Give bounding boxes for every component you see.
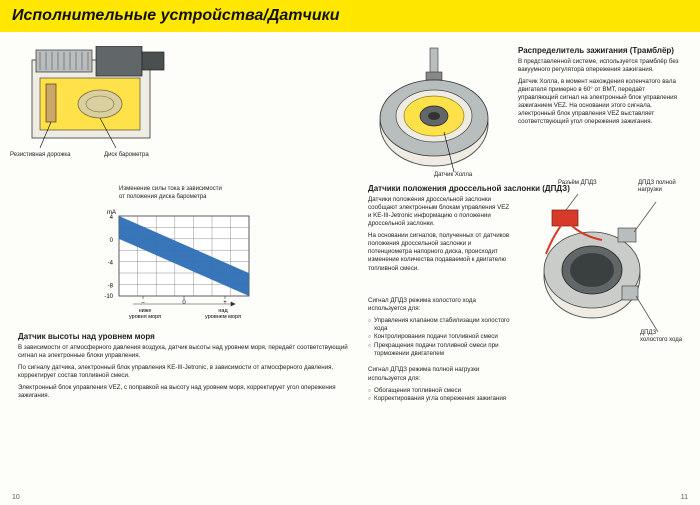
chart-svg: mA xyxy=(83,204,283,324)
callout-connector: Разъём ДПДЗ xyxy=(558,180,597,187)
distributor-title: Распределитель зажигания (Трамблёр) xyxy=(518,46,682,55)
throttle-p2: На основании сигналов, полученных от дат… xyxy=(368,232,514,272)
page-header: Исполнительные устройства/Датчики xyxy=(0,0,700,32)
altitude-p3: Электронный блок управления VEZ, с попра… xyxy=(18,384,348,400)
svg-text:0: 0 xyxy=(182,300,186,306)
altitude-p2: По сигналу датчика, электронный блок упр… xyxy=(18,364,348,380)
chart-title-2: от положения диска барометра xyxy=(119,194,283,200)
svg-text:0: 0 xyxy=(110,238,114,244)
sig-full-item: Корректирования угла опережения зажигани… xyxy=(368,395,514,403)
svg-text:–: – xyxy=(141,300,145,306)
sig-idle-title: Сигнал ДПДЗ режима холостого хода исполь… xyxy=(368,297,514,313)
label-barometer-disc: Диск барометра xyxy=(104,152,149,158)
svg-text:-10: -10 xyxy=(104,294,113,300)
svg-text:уровнем моря: уровнем моря xyxy=(205,314,241,320)
distributor-svg xyxy=(368,46,508,186)
hall-sensor-label: Датчик Холла xyxy=(434,172,472,178)
sig-full-list: Обогащения топливной смеси Корректирован… xyxy=(368,387,514,404)
distributor-p1: В представленной системе, используется т… xyxy=(518,58,682,74)
right-column: Датчик Холла Распределитель зажигания (Т… xyxy=(368,46,682,404)
chart-section: Изменение силы тока в зависимости от пол… xyxy=(83,186,283,326)
distributor-row: Датчик Холла Распределитель зажигания (Т… xyxy=(368,46,682,166)
sig-full-item: Обогащения топливной смеси xyxy=(368,387,514,395)
altitude-p1: В зависимости от атмосферного давления в… xyxy=(18,344,348,360)
svg-text:+: + xyxy=(223,300,227,306)
left-column: Резистивная дорожка Диск барометра Измен… xyxy=(18,46,348,404)
distributor-text: Распределитель зажигания (Трамблёр) В пр… xyxy=(518,46,682,166)
svg-text:-8: -8 xyxy=(108,284,114,290)
callout-full-load: ДПДЗ полной нагрузки xyxy=(638,180,682,193)
page-number-right: 11 xyxy=(681,494,688,501)
altitude-title: Датчик высоты над уровнем моря xyxy=(18,332,348,341)
sig-idle-list: Управления клапаном стабилизации холосто… xyxy=(368,317,514,359)
altitude-section: Датчик высоты над уровнем моря В зависим… xyxy=(18,332,348,400)
barometer-sensor-diagram: Резистивная дорожка Диск барометра xyxy=(26,46,176,156)
distributor-diagram: Датчик Холла xyxy=(368,46,508,166)
throttle-text: Датчики положения дроссельной заслонки с… xyxy=(368,196,514,403)
callout-idle: ДПДЗ холостого хода xyxy=(640,330,684,343)
sig-idle-item: Контролирования подачи топливной смеси xyxy=(368,333,514,341)
sig-idle-item: Прекращения подачи топливной смеси при т… xyxy=(368,342,514,359)
page-number-left: 10 xyxy=(12,494,20,501)
label-resistive-track: Резистивная дорожка xyxy=(10,152,70,158)
throttle-section: Датчики положения дроссельной заслонки (… xyxy=(368,184,682,403)
content-area: Резистивная дорожка Диск барометра Измен… xyxy=(0,32,700,410)
page-title: Исполнительные устройства/Датчики xyxy=(12,7,340,25)
throttle-diagram: Разъём ДПДЗ ДПДЗ полной нагрузки ДПДЗ хо… xyxy=(522,186,682,316)
distributor-p2: Датчик Холла, в момент нахождения коленч… xyxy=(518,78,682,126)
throttle-p1: Датчики положения дроссельной заслонки с… xyxy=(368,196,514,228)
svg-text:уровня моря: уровня моря xyxy=(129,314,161,320)
sig-idle-item: Управления клапаном стабилизации холосто… xyxy=(368,317,514,334)
barometer-sensor-svg xyxy=(26,46,176,156)
sig-full-title: Сигнал ДПДЗ режима полной нагрузки испол… xyxy=(368,366,514,382)
svg-text:-4: -4 xyxy=(108,261,114,267)
chart-title-1: Изменение силы тока в зависимости xyxy=(119,186,283,192)
